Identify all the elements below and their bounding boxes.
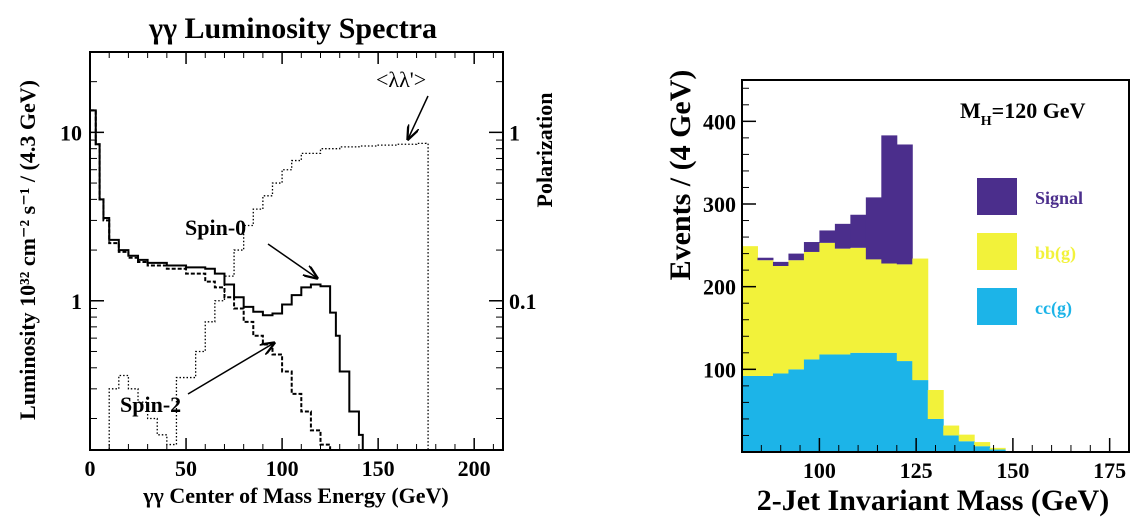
bar-ccg: [819, 354, 835, 452]
bar-bbg: [866, 259, 882, 352]
x-tick-label: 100: [266, 456, 299, 481]
bar-ccg: [804, 359, 820, 452]
left-xaxis-label: γγ Center of Mass Energy (GeV): [142, 483, 449, 508]
bar-bbg: [819, 243, 835, 355]
spin0-arrow: [268, 244, 317, 278]
bar-ccg: [850, 353, 866, 452]
spin2-annotation: Spin-2: [120, 392, 181, 417]
x-tick-label: 150: [996, 458, 1029, 483]
right-yaxis-label: Events / (4 GeV): [664, 70, 697, 281]
bar-signal: [881, 135, 897, 263]
polarization-arrow: [408, 96, 428, 139]
bar-signal: [835, 224, 851, 249]
bar-ccg: [773, 373, 789, 452]
bar-bbg: [974, 442, 990, 446]
bar-ccg: [943, 435, 959, 452]
legend-swatch: [977, 178, 1017, 215]
bar-signal: [866, 197, 882, 259]
bar-ccg: [881, 353, 897, 452]
x-tick-label: 150: [362, 456, 395, 481]
bar-bbg: [788, 260, 804, 369]
bar-ccg: [912, 380, 928, 452]
bar-bbg: [850, 248, 866, 353]
y-tick-label: 400: [703, 109, 736, 134]
y-tick-label: 100: [703, 357, 736, 382]
bar-bbg: [742, 246, 758, 376]
y-tick-label: 10: [60, 120, 82, 145]
legend-label: bb(g): [1035, 243, 1076, 264]
y-tick-label: 200: [703, 275, 736, 300]
bar-signal: [788, 254, 804, 261]
legend-swatch: [977, 288, 1017, 325]
bar-bbg: [912, 259, 928, 381]
x-tick-label: 0: [85, 456, 96, 481]
bar-bbg: [773, 266, 789, 373]
bar-signal: [757, 258, 773, 260]
bar-signal: [850, 215, 866, 248]
bar-bbg: [835, 249, 851, 355]
mass-histogram: 100 125 150 175 100 200 300 400 2-Jet Invariant…: [664, 70, 1129, 517]
bar-signal: [819, 230, 835, 242]
left-plot-frame: [90, 52, 503, 450]
bar-bbg: [928, 390, 944, 419]
left-yaxis-label: Luminosity 10³² cm⁻² s⁻¹ / (4.3 GeV): [15, 80, 40, 420]
bar-ccg: [742, 376, 758, 452]
polarization-annotation: <λλ'>: [376, 67, 426, 92]
luminosity-chart: γγ Luminosity Spectra 0 50 100 150 200 1 10 0.1…: [15, 12, 557, 508]
y2-tick-label: 1: [509, 120, 520, 145]
bar-bbg: [959, 435, 975, 442]
x-tick-label: 125: [900, 458, 933, 483]
legend-swatch: [977, 233, 1017, 270]
bar-bbg: [757, 260, 773, 376]
x-tick-label: 175: [1093, 458, 1126, 483]
bar-ccg: [835, 354, 851, 452]
y-tick-label: 300: [703, 192, 736, 217]
x-tick-label: 50: [175, 456, 197, 481]
mass-annotation: MH=120 GeV: [960, 98, 1086, 129]
legend-label: Signal: [1035, 188, 1083, 208]
bar-bbg: [990, 448, 1006, 450]
bar-bbg: [943, 426, 959, 436]
bar-ccg: [757, 376, 773, 452]
bar-bbg: [804, 252, 820, 359]
y-tick-label: 1: [71, 289, 82, 314]
spin2-arrow: [188, 343, 274, 394]
bar-bbg: [881, 264, 897, 353]
right-xaxis-label: 2-Jet Invariant Mass (GeV): [757, 484, 1109, 517]
left-y2axis-label: Polarization: [532, 93, 557, 208]
bar-ccg: [866, 353, 882, 452]
legend-label: cc(g): [1035, 298, 1072, 319]
spin0-annotation: Spin-0: [185, 215, 246, 240]
x-tick-label: 100: [803, 458, 836, 483]
bar-signal: [897, 144, 913, 264]
bar-signal: [804, 242, 820, 252]
bar-bbg: [897, 264, 913, 361]
bar-ccg: [897, 361, 913, 452]
y2-tick-label: 0.1: [509, 289, 537, 314]
bar-ccg: [788, 369, 804, 452]
x-tick-label: 200: [458, 456, 491, 481]
bar-signal: [773, 262, 789, 266]
left-chart-title: γγ Luminosity Spectra: [148, 12, 437, 45]
bar-ccg: [959, 441, 975, 452]
